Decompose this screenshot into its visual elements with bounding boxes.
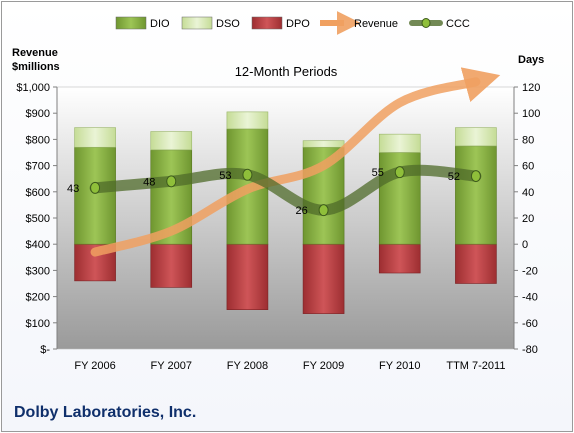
ccc-point bbox=[166, 175, 177, 188]
left-tick-label: $500 bbox=[26, 213, 50, 225]
legend-swatch-dso bbox=[181, 16, 213, 30]
legend-label: DPO bbox=[286, 18, 310, 30]
revenue-line bbox=[90, 67, 501, 257]
left-tick-label: $700 bbox=[26, 161, 50, 173]
right-axis-label: Days bbox=[518, 54, 544, 66]
dso-bar bbox=[150, 131, 193, 151]
left-axis-label: Revenue bbox=[12, 47, 58, 59]
ccc-data-label: 55 bbox=[372, 167, 384, 179]
ccc-data-label: 43 bbox=[67, 183, 79, 195]
dpo-bar bbox=[455, 243, 497, 284]
dso-bar bbox=[455, 127, 497, 147]
right-tick-label: 120 bbox=[522, 82, 540, 94]
dpo-bar bbox=[226, 243, 269, 310]
legend-swatch-dpo bbox=[251, 16, 283, 30]
category-label: FY 2009 bbox=[303, 360, 344, 372]
legend-label: DSO bbox=[216, 18, 240, 30]
category-label: TTM 7-2011 bbox=[446, 360, 505, 372]
legend-label: DIO bbox=[150, 18, 170, 30]
ccc-point bbox=[90, 181, 101, 194]
ccc-data-label: 53 bbox=[219, 170, 231, 182]
right-tick-label: 20 bbox=[522, 213, 534, 225]
dso-bar bbox=[302, 140, 345, 148]
category-label: FY 2007 bbox=[151, 360, 192, 372]
ccc-point bbox=[394, 166, 405, 179]
right-tick-label: 40 bbox=[522, 187, 534, 199]
ccc-point bbox=[318, 204, 329, 217]
left-tick-label: $400 bbox=[26, 239, 50, 251]
left-tick-label: $900 bbox=[26, 108, 50, 120]
ccc-data-label: 26 bbox=[295, 205, 307, 217]
right-tick-label: 0 bbox=[522, 239, 528, 251]
legend-label: Revenue bbox=[354, 18, 398, 30]
legend-ccc-point bbox=[421, 18, 431, 28]
ccc-point bbox=[470, 170, 481, 183]
left-tick-label: $800 bbox=[26, 134, 50, 146]
left-tick-label: $100 bbox=[26, 318, 50, 330]
right-tick-label: 60 bbox=[522, 161, 534, 173]
ccc-point bbox=[242, 168, 253, 181]
dio-bar bbox=[455, 145, 497, 245]
right-tick-label: -80 bbox=[522, 344, 538, 356]
plot-area bbox=[56, 86, 515, 350]
right-tick-label: -40 bbox=[522, 292, 538, 304]
left-tick-label: $- bbox=[40, 344, 50, 356]
category-label: FY 2008 bbox=[227, 360, 268, 372]
left-tick-label: $300 bbox=[26, 265, 50, 277]
ccc-data-label: 48 bbox=[143, 176, 155, 188]
company-name: Dolby Laboratories, Inc. bbox=[14, 404, 197, 421]
chart-title: 12-Month Periods bbox=[235, 64, 338, 79]
ccc-data-label: 52 bbox=[448, 171, 460, 183]
left-tick-label: $200 bbox=[26, 292, 50, 304]
legend-swatch-dio bbox=[115, 16, 147, 30]
right-tick-label: -20 bbox=[522, 265, 538, 277]
dso-bar bbox=[378, 133, 421, 153]
dso-bar bbox=[226, 111, 269, 130]
dpo-bar bbox=[150, 243, 193, 288]
legend-label: CCC bbox=[446, 18, 470, 30]
right-tick-label: -60 bbox=[522, 318, 538, 330]
right-tick-label: 80 bbox=[522, 134, 534, 146]
left-tick-label: $600 bbox=[26, 187, 50, 199]
dpo-bar bbox=[378, 243, 421, 274]
right-tick-label: 100 bbox=[522, 108, 540, 120]
category-label: FY 2006 bbox=[74, 360, 115, 372]
left-tick-label: $1,000 bbox=[16, 82, 50, 94]
dpo-bar bbox=[302, 243, 345, 314]
dio-bar bbox=[74, 146, 116, 245]
left-axis-label: $millions bbox=[12, 61, 60, 73]
category-label: FY 2010 bbox=[379, 360, 420, 372]
dso-bar bbox=[74, 127, 116, 148]
